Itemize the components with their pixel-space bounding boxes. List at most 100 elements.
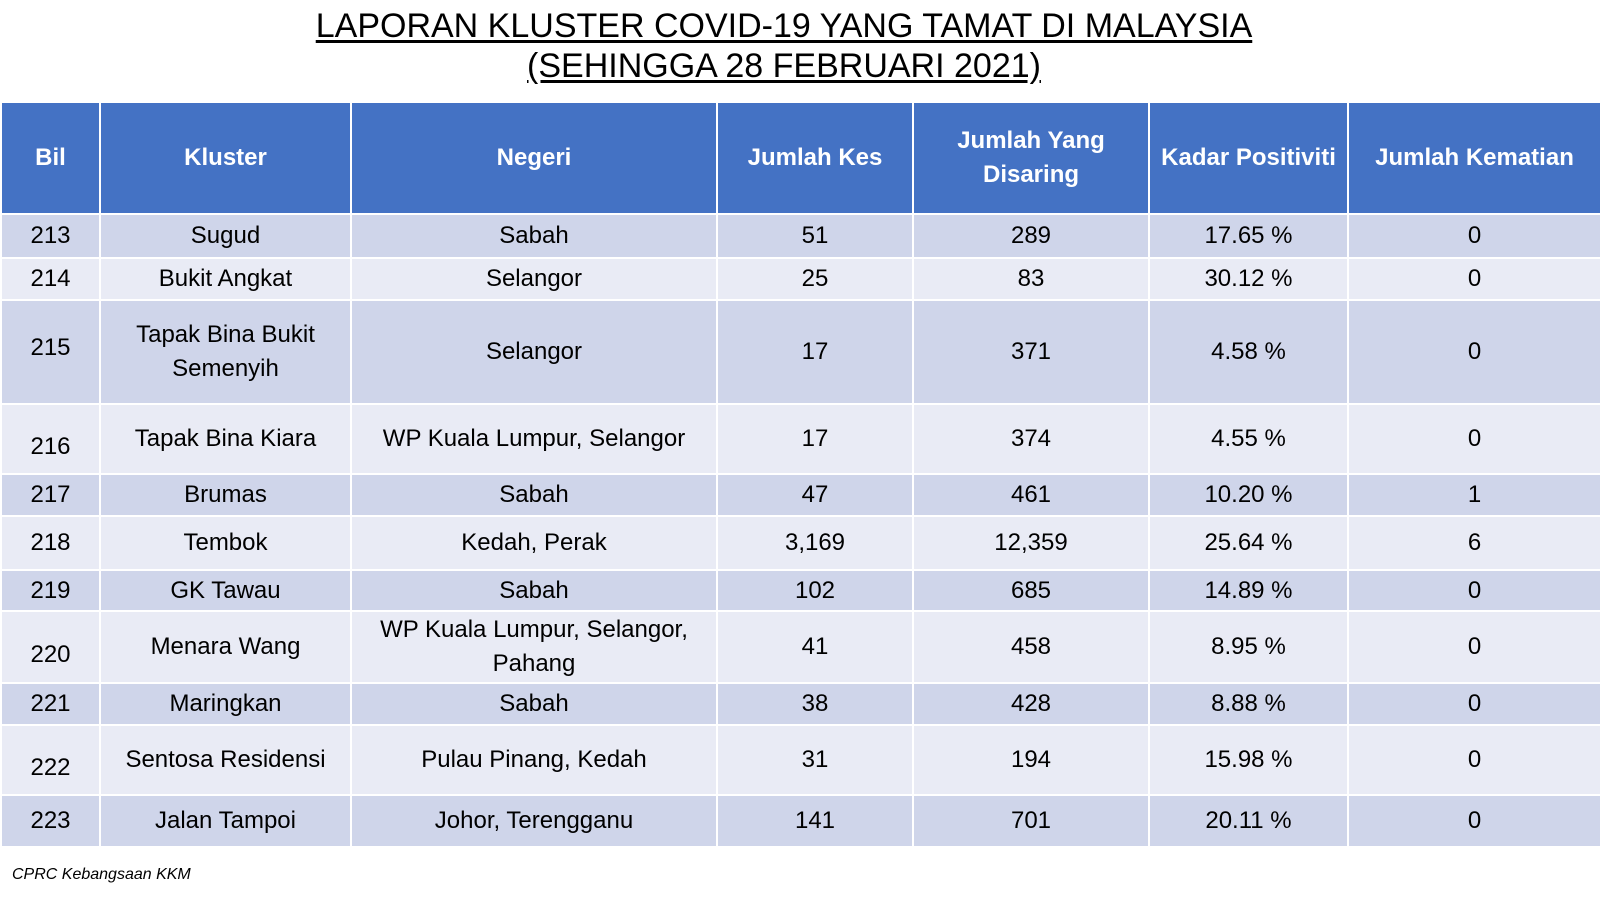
cell-kadar-positiviti: 17.65 % — [1148, 213, 1349, 259]
cell-kadar-positiviti: 14.89 % — [1148, 569, 1349, 612]
cell-kluster: GK Tawau — [99, 569, 352, 612]
table-row: 216 Tapak Bina Kiara WP Kuala Lumpur, Se… — [0, 403, 1600, 475]
cell-jumlah-disaring: 371 — [912, 299, 1150, 405]
header-kluster: Kluster — [99, 101, 352, 215]
cell-jumlah-kematian: 0 — [1347, 403, 1600, 475]
table-row: 220 Menara Wang WP Kuala Lumpur, Selango… — [0, 610, 1600, 684]
cell-kluster: Tembok — [99, 515, 352, 571]
cluster-report-table: Bil Kluster Negeri Jumlah Kes Jumlah Yan… — [0, 101, 1600, 848]
header-negeri: Negeri — [350, 101, 718, 215]
cell-kluster: Maringkan — [99, 682, 352, 726]
cell-jumlah-kematian: 0 — [1347, 299, 1600, 405]
cell-kadar-positiviti: 20.11 % — [1148, 794, 1349, 848]
cell-jumlah-kes: 38 — [716, 682, 914, 726]
cell-jumlah-kes: 17 — [716, 403, 914, 475]
cell-jumlah-kes: 25 — [716, 257, 914, 301]
table-row: 213 Sugud Sabah 51 289 17.65 % 0 — [0, 213, 1600, 259]
table-row: 215 Tapak Bina Bukit Semenyih Selangor 1… — [0, 299, 1600, 405]
cell-jumlah-kematian: 0 — [1347, 682, 1600, 726]
cell-negeri: Sabah — [350, 213, 718, 259]
table-row: 223 Jalan Tampoi Johor, Terengganu 141 7… — [0, 794, 1600, 848]
title-line-2: (SEHINGGA 28 FEBRUARI 2021) — [527, 47, 1041, 85]
cell-jumlah-disaring: 701 — [912, 794, 1150, 848]
cell-jumlah-kes: 51 — [716, 213, 914, 259]
cell-bil: 223 — [0, 794, 101, 848]
table-row: 217 Brumas Sabah 47 461 10.20 % 1 — [0, 473, 1600, 517]
cell-kadar-positiviti: 15.98 % — [1148, 724, 1349, 796]
cell-jumlah-disaring: 374 — [912, 403, 1150, 475]
cell-negeri: Johor, Terengganu — [350, 794, 718, 848]
table-row: 214 Bukit Angkat Selangor 25 83 30.12 % … — [0, 257, 1600, 301]
cell-jumlah-kematian: 1 — [1347, 473, 1600, 517]
cell-jumlah-kes: 17 — [716, 299, 914, 405]
cell-kadar-positiviti: 4.55 % — [1148, 403, 1349, 475]
cell-jumlah-kes: 47 — [716, 473, 914, 517]
table-row: 222 Sentosa Residensi Pulau Pinang, Keda… — [0, 724, 1600, 796]
cell-jumlah-disaring: 194 — [912, 724, 1150, 796]
cell-jumlah-disaring: 12,359 — [912, 515, 1150, 571]
page-title: LAPORAN KLUSTER COVID-19 YANG TAMAT DI M… — [0, 6, 1568, 86]
cell-kluster: Menara Wang — [99, 610, 352, 684]
cell-jumlah-kes: 141 — [716, 794, 914, 848]
cell-bil: 221 — [0, 682, 101, 726]
cell-kadar-positiviti: 8.88 % — [1148, 682, 1349, 726]
cell-bil: 214 — [0, 257, 101, 301]
cell-jumlah-kes: 41 — [716, 610, 914, 684]
cell-kadar-positiviti: 25.64 % — [1148, 515, 1349, 571]
cell-negeri: WP Kuala Lumpur, Selangor, Pahang — [350, 610, 718, 684]
cell-bil: 216 — [0, 403, 101, 475]
cell-bil: 222 — [0, 724, 101, 796]
cell-jumlah-disaring: 428 — [912, 682, 1150, 726]
cell-jumlah-disaring: 685 — [912, 569, 1150, 612]
cell-jumlah-disaring: 289 — [912, 213, 1150, 259]
header-kadar-positiviti: Kadar Positiviti — [1148, 101, 1349, 215]
header-bil: Bil — [0, 101, 101, 215]
cell-jumlah-disaring: 458 — [912, 610, 1150, 684]
table-row: 221 Maringkan Sabah 38 428 8.88 % 0 — [0, 682, 1600, 726]
cell-jumlah-kematian: 0 — [1347, 610, 1600, 684]
cell-kadar-positiviti: 30.12 % — [1148, 257, 1349, 301]
header-jumlah-kematian: Jumlah Kematian — [1347, 101, 1600, 215]
cell-jumlah-kematian: 0 — [1347, 794, 1600, 848]
cell-jumlah-kematian: 0 — [1347, 257, 1600, 301]
cell-kadar-positiviti: 4.58 % — [1148, 299, 1349, 405]
cell-kluster: Sugud — [99, 213, 352, 259]
cell-jumlah-kematian: 0 — [1347, 724, 1600, 796]
cell-bil: 215 — [0, 299, 101, 405]
cell-jumlah-kematian: 6 — [1347, 515, 1600, 571]
cell-bil: 217 — [0, 473, 101, 517]
cell-jumlah-kematian: 0 — [1347, 213, 1600, 259]
cell-negeri: Sabah — [350, 682, 718, 726]
cell-jumlah-disaring: 83 — [912, 257, 1150, 301]
cell-negeri: Sabah — [350, 473, 718, 517]
cell-negeri: Selangor — [350, 257, 718, 301]
cell-kluster: Tapak Bina Bukit Semenyih — [99, 299, 352, 405]
source-footnote: CPRC Kebangsaan KKM — [12, 866, 191, 883]
cell-bil: 219 — [0, 569, 101, 612]
table-header-row: Bil Kluster Negeri Jumlah Kes Jumlah Yan… — [0, 101, 1600, 215]
cell-kadar-positiviti: 8.95 % — [1148, 610, 1349, 684]
cell-negeri: WP Kuala Lumpur, Selangor — [350, 403, 718, 475]
cell-kluster: Brumas — [99, 473, 352, 517]
cell-jumlah-kematian: 0 — [1347, 569, 1600, 612]
header-jumlah-kes: Jumlah Kes — [716, 101, 914, 215]
cell-kluster: Bukit Angkat — [99, 257, 352, 301]
cell-kluster: Tapak Bina Kiara — [99, 403, 352, 475]
table-row: 218 Tembok Kedah, Perak 3,169 12,359 25.… — [0, 515, 1600, 571]
cell-negeri: Pulau Pinang, Kedah — [350, 724, 718, 796]
table-row: 219 GK Tawau Sabah 102 685 14.89 % 0 — [0, 569, 1600, 612]
title-line-1: LAPORAN KLUSTER COVID-19 YANG TAMAT DI M… — [315, 7, 1253, 45]
cell-bil: 213 — [0, 213, 101, 259]
cell-jumlah-disaring: 461 — [912, 473, 1150, 517]
cell-kluster: Sentosa Residensi — [99, 724, 352, 796]
cell-jumlah-kes: 3,169 — [716, 515, 914, 571]
header-jumlah-disaring: Jumlah Yang Disaring — [912, 101, 1150, 215]
cell-negeri: Sabah — [350, 569, 718, 612]
cell-bil: 220 — [0, 610, 101, 684]
cell-negeri: Selangor — [350, 299, 718, 405]
cell-kluster: Jalan Tampoi — [99, 794, 352, 848]
cell-negeri: Kedah, Perak — [350, 515, 718, 571]
cell-jumlah-kes: 102 — [716, 569, 914, 612]
cell-bil: 218 — [0, 515, 101, 571]
cell-jumlah-kes: 31 — [716, 724, 914, 796]
